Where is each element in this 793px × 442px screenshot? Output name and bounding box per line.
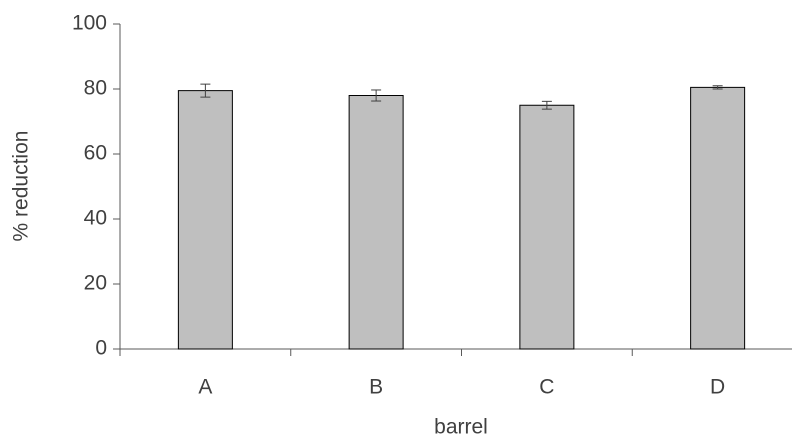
error-bar <box>541 100 552 110</box>
bar <box>348 95 404 350</box>
y-tick-label: 20 <box>84 272 107 295</box>
y-tick-label: 0 <box>95 337 107 360</box>
error-bar <box>712 85 723 90</box>
error-bar <box>371 89 382 102</box>
y-tick-label: 100 <box>72 12 107 35</box>
x-tick-label: C <box>539 376 554 399</box>
bar <box>177 90 233 350</box>
y-tick-label: 40 <box>84 207 107 230</box>
y-axis-label: % reduction <box>10 131 33 242</box>
y-tick-label: 60 <box>84 142 107 165</box>
bar <box>519 104 575 350</box>
bar <box>690 86 746 350</box>
x-tick-label: D <box>710 376 725 399</box>
x-axis-label: barrel <box>434 416 488 439</box>
y-tick-label: 80 <box>84 77 107 100</box>
error-bar <box>200 83 211 98</box>
x-tick-label: B <box>369 376 383 399</box>
x-tick-label: A <box>198 376 212 399</box>
